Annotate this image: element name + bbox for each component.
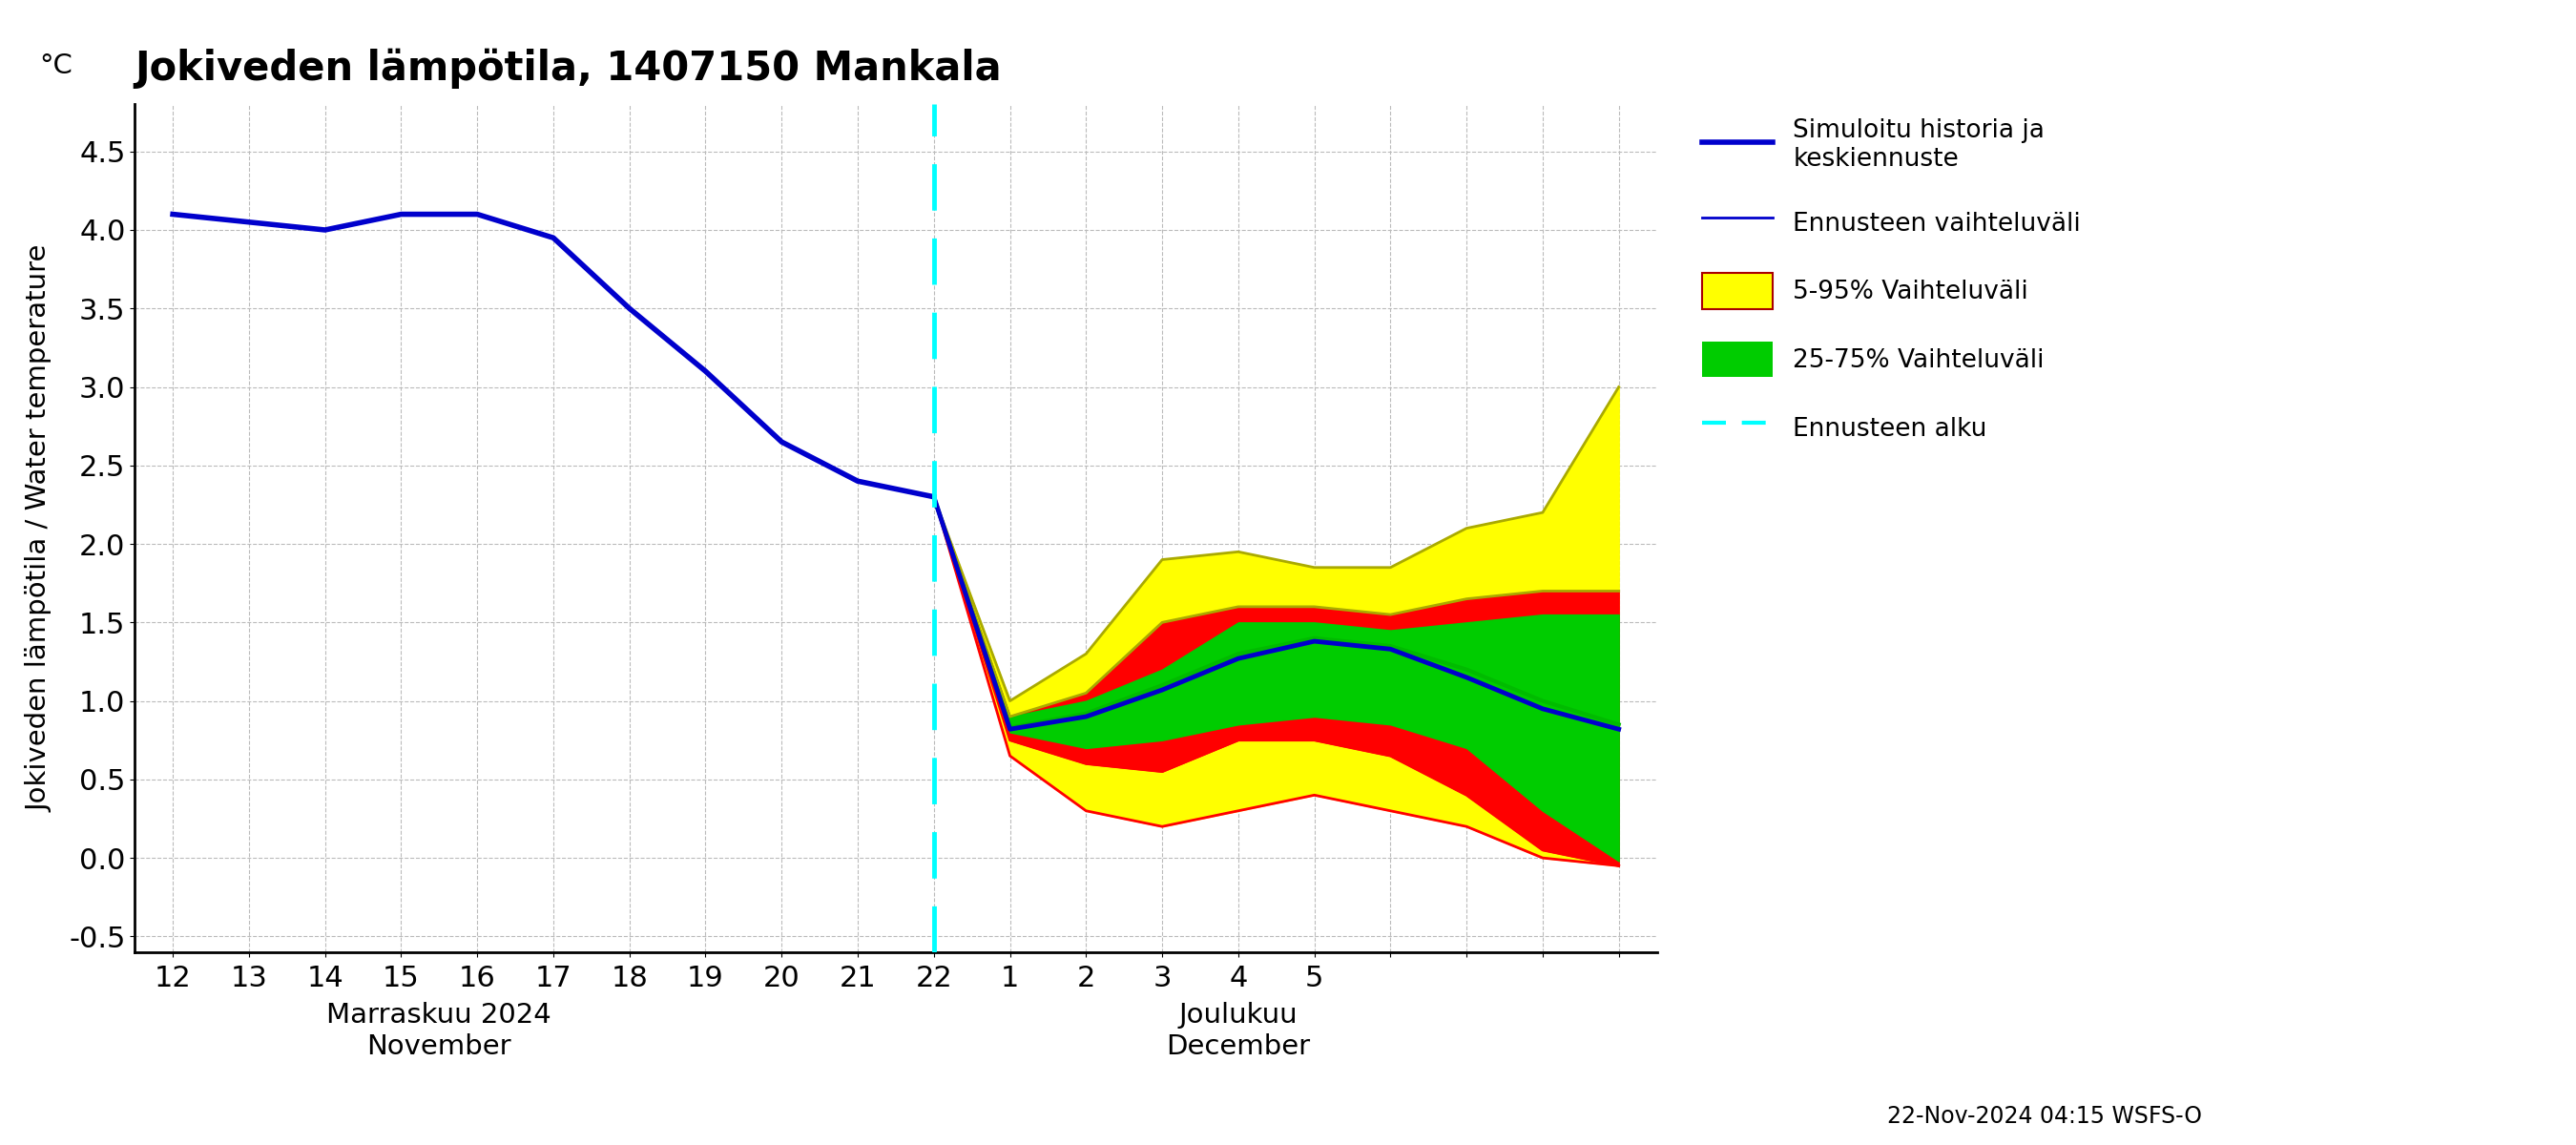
Text: Jokiveden lämpötila, 1407150 Mankala: Jokiveden lämpötila, 1407150 Mankala <box>134 48 1002 89</box>
Legend: Simuloitu historia ja
keskiennuste, Ennusteen vaihteluväli, 5-95% Vaihteluväli, : Simuloitu historia ja keskiennuste, Ennu… <box>1692 109 2092 456</box>
Text: 22-Nov-2024 04:15 WSFS-O: 22-Nov-2024 04:15 WSFS-O <box>1888 1105 2202 1128</box>
Text: °C: °C <box>39 53 72 79</box>
Y-axis label: Jokiveden lämpötila / Water temperature: Jokiveden lämpötila / Water temperature <box>26 245 54 812</box>
Text: Joulukuu
December: Joulukuu December <box>1167 1002 1311 1060</box>
Text: Marraskuu 2024
November: Marraskuu 2024 November <box>327 1002 551 1060</box>
